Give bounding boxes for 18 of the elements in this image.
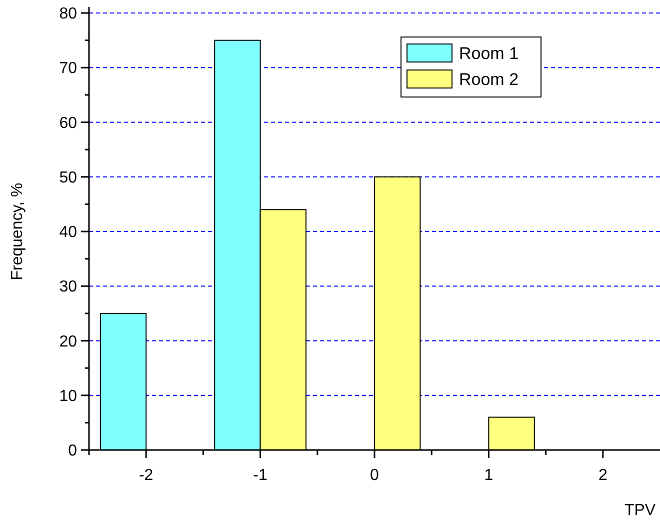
legend-label: Room 2 — [459, 70, 519, 89]
y-tick-label: 40 — [59, 224, 78, 242]
y-tick-label: 10 — [59, 388, 78, 405]
x-tick-label: 2 — [598, 467, 608, 484]
y-tick-label: 50 — [59, 169, 78, 186]
y-tick-label: 20 — [59, 333, 78, 350]
legend-label: Room 1 — [459, 44, 519, 63]
x-axis-title: TPV — [624, 502, 656, 519]
y-tick-label: 60 — [59, 114, 78, 132]
x-tick-label: 0 — [370, 467, 380, 484]
y-axis-title: Frequency, % — [9, 182, 26, 280]
y-tick-label: 70 — [59, 60, 78, 78]
y-tick-label: 0 — [68, 442, 78, 460]
y-tick-label: 80 — [59, 6, 78, 23]
x-tick-label: -2 — [138, 467, 154, 484]
x-tick-label: 1 — [484, 467, 494, 484]
x-tick-label: -1 — [253, 467, 268, 484]
y-tick-label: 30 — [59, 278, 78, 296]
